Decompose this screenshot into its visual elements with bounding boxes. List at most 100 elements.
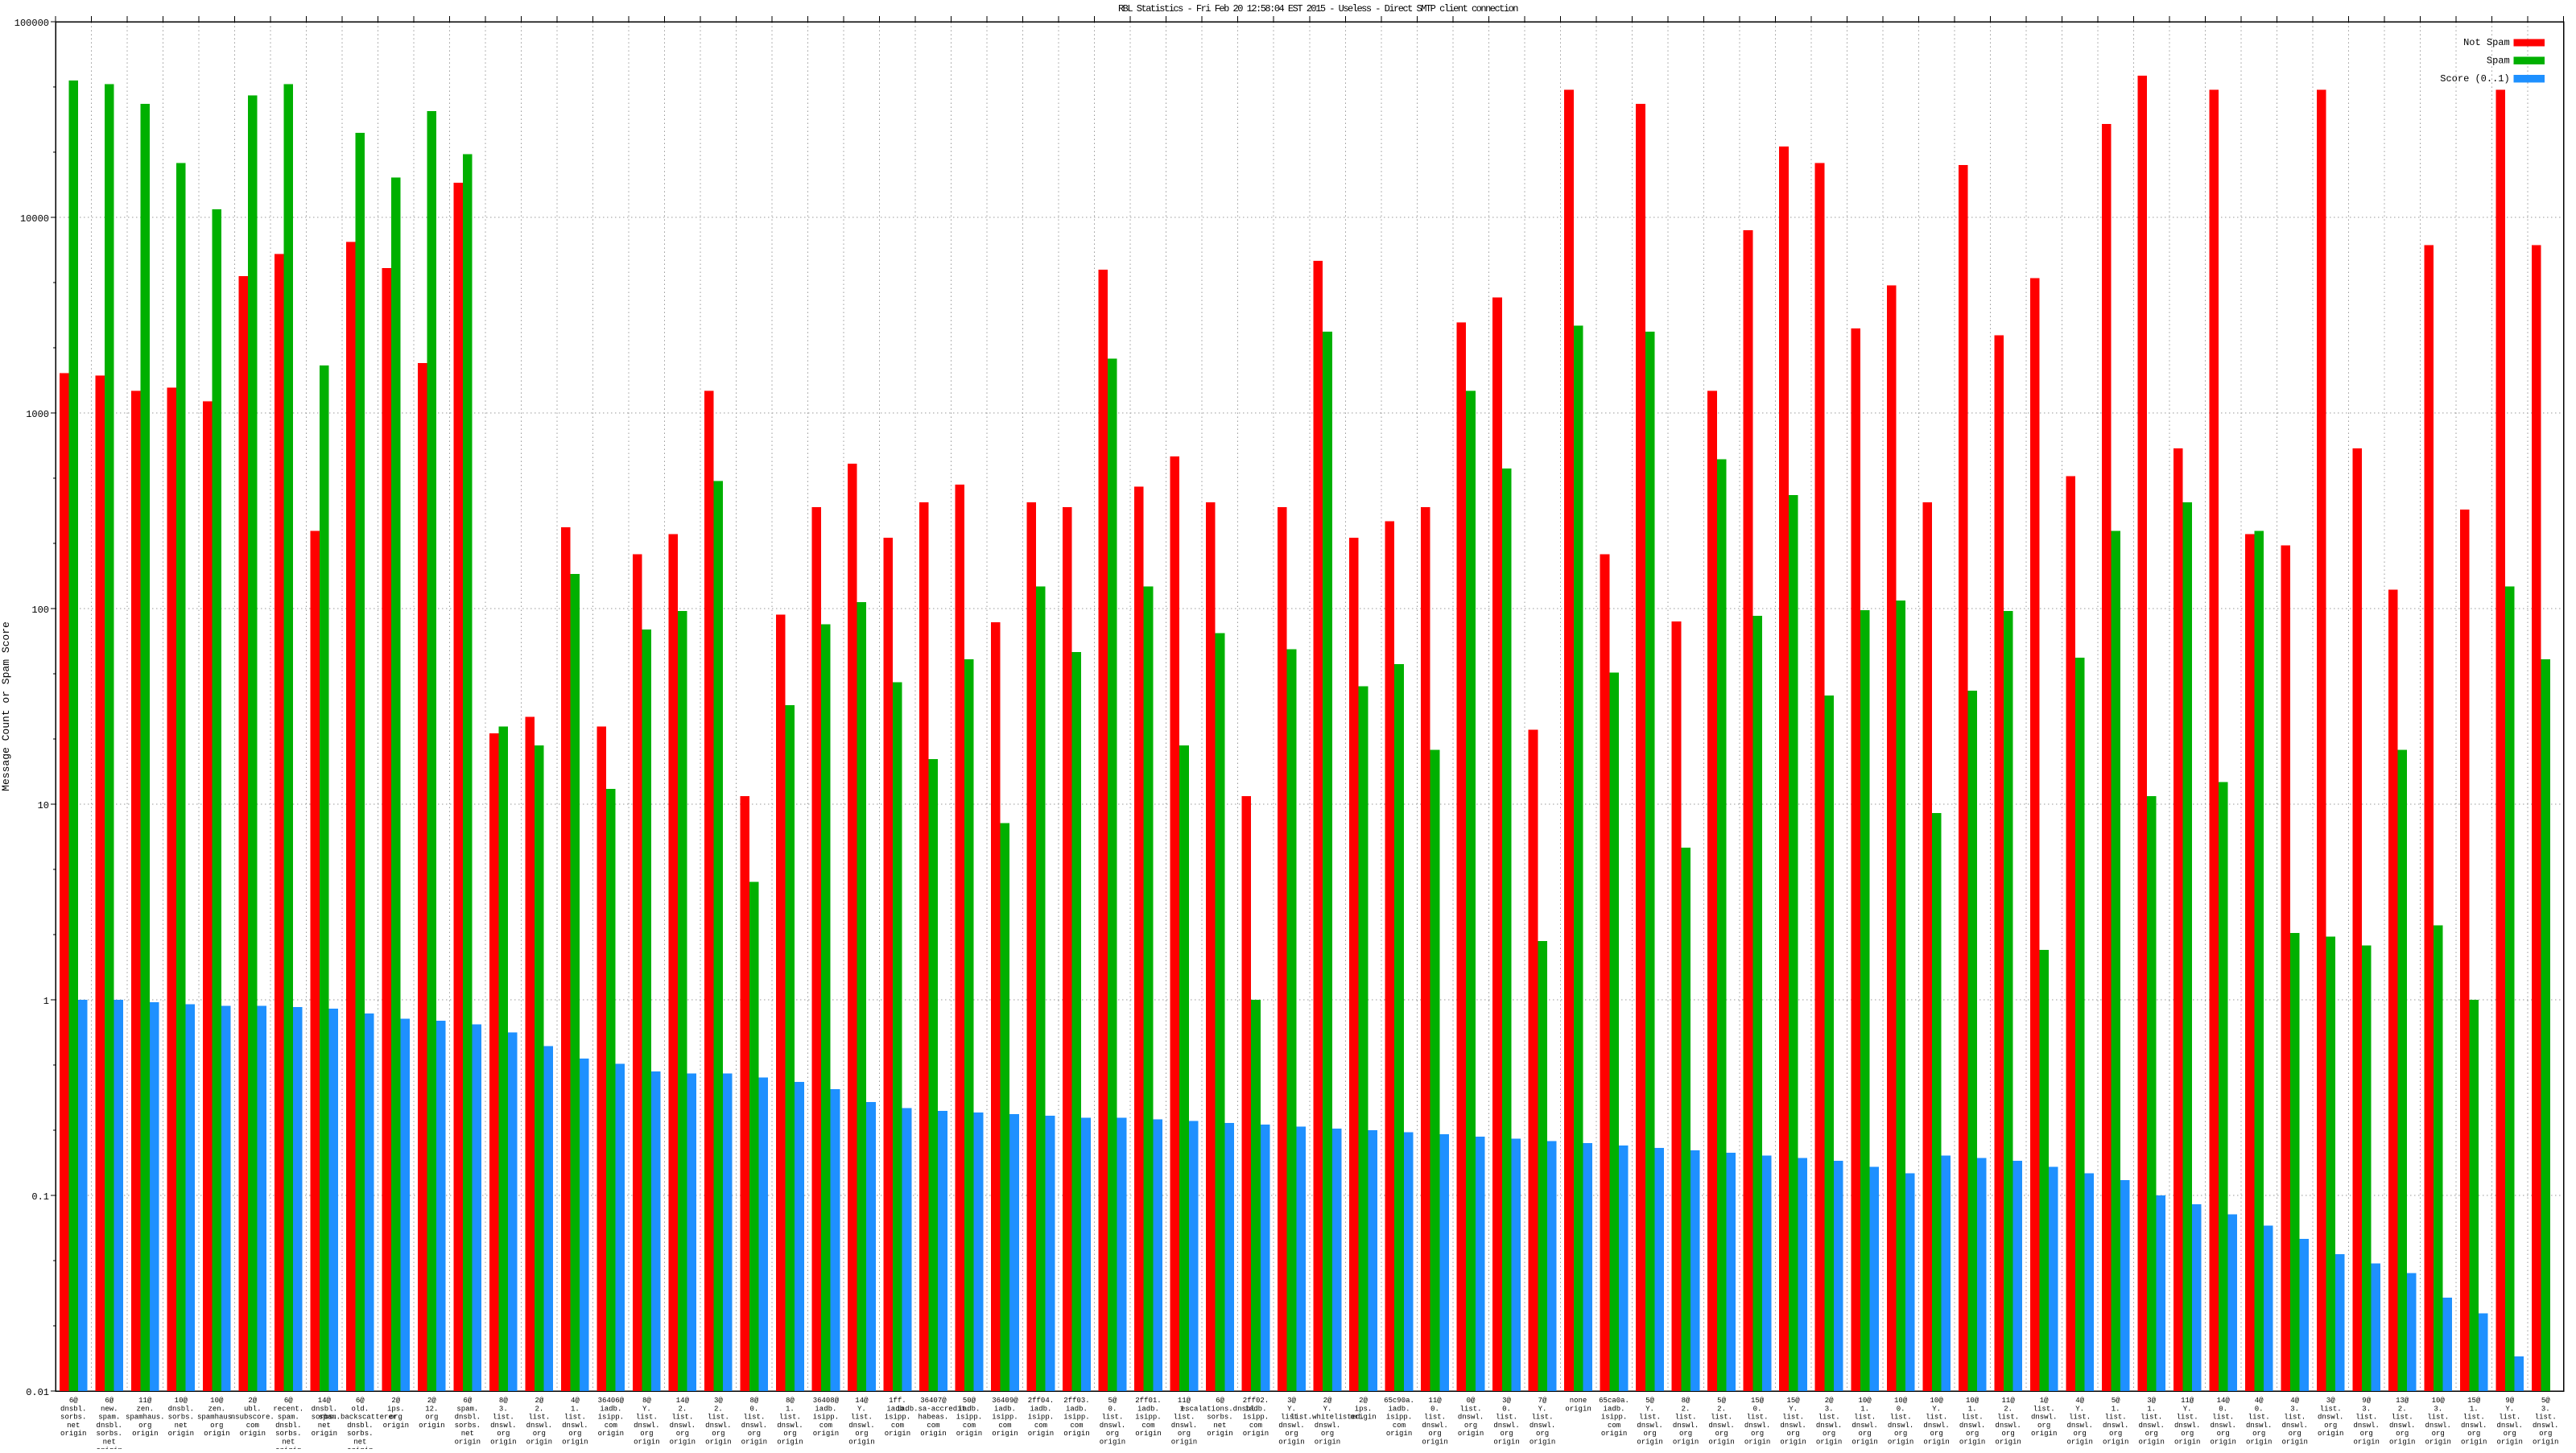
svg-text:habeas.: habeas. — [919, 1414, 949, 1422]
svg-text:list.: list. — [2140, 1414, 2162, 1422]
svg-text:5@: 5@ — [2541, 1397, 2550, 1405]
svg-text:origin: origin — [1171, 1439, 1197, 1447]
svg-text:6@: 6@ — [356, 1397, 365, 1405]
svg-text:list.: list. — [636, 1414, 658, 1422]
svg-text:origin: origin — [2031, 1430, 2057, 1438]
svg-text:0.: 0. — [1897, 1405, 1905, 1413]
svg-text:org: org — [2037, 1422, 2050, 1430]
svg-text:org: org — [2109, 1430, 2122, 1438]
svg-text:dnswl.: dnswl. — [2281, 1422, 2307, 1430]
svg-text:2@: 2@ — [1825, 1397, 1834, 1405]
svg-text:1.: 1. — [2147, 1405, 2156, 1413]
svg-text:org: org — [748, 1430, 761, 1438]
svg-text:origin: origin — [2210, 1439, 2235, 1447]
svg-text:org: org — [210, 1422, 223, 1430]
svg-text:list.: list. — [1675, 1414, 1697, 1422]
svg-text:origin: origin — [2425, 1439, 2451, 1447]
svg-text:origin: origin — [1816, 1439, 1842, 1447]
svg-text:Y.: Y. — [2183, 1405, 2192, 1413]
svg-text:14@: 14@ — [318, 1397, 332, 1405]
svg-text:3.: 3. — [2362, 1405, 2371, 1413]
svg-text:list.: list. — [1711, 1414, 1732, 1422]
svg-text:dnswl.: dnswl. — [2461, 1422, 2487, 1430]
svg-text:8@: 8@ — [499, 1397, 508, 1405]
svg-text:isipp.: isipp. — [598, 1414, 624, 1422]
svg-text:dnswl.: dnswl. — [1530, 1422, 1555, 1430]
svg-text:10@: 10@ — [2432, 1397, 2446, 1405]
svg-text:spamhaus.: spamhaus. — [126, 1414, 165, 1422]
svg-text:origin: origin — [1995, 1439, 2021, 1447]
svg-text:origin: origin — [956, 1430, 982, 1438]
svg-text:isipp.: isipp. — [1135, 1414, 1161, 1422]
svg-text:org: org — [640, 1430, 653, 1438]
svg-text:isipp.: isipp. — [1601, 1414, 1627, 1422]
svg-text:net: net — [175, 1422, 188, 1430]
svg-text:list.: list. — [2535, 1414, 2557, 1422]
svg-text:list.: list. — [1962, 1414, 1984, 1422]
svg-text:isipp.: isipp. — [956, 1414, 982, 1422]
svg-text:dnswl.: dnswl. — [634, 1422, 659, 1430]
svg-text:org: org — [2324, 1422, 2337, 1430]
svg-text:dnswl.: dnswl. — [2318, 1414, 2343, 1422]
svg-text:0.01: 0.01 — [26, 1387, 49, 1398]
svg-text:15@: 15@ — [1751, 1397, 1765, 1405]
svg-text:iadb.: iadb. — [958, 1405, 980, 1413]
svg-text:3.: 3. — [2434, 1405, 2442, 1413]
svg-text:dnswl.: dnswl. — [2354, 1422, 2380, 1430]
svg-text:dnswl.: dnswl. — [562, 1422, 588, 1430]
svg-text:origin: origin — [670, 1439, 696, 1447]
svg-text:list.: list. — [528, 1414, 550, 1422]
svg-text:0.: 0. — [2255, 1405, 2264, 1413]
svg-text:11@: 11@ — [2002, 1397, 2016, 1405]
svg-text:list.: list. — [2248, 1414, 2270, 1422]
svg-text:dnswl.: dnswl. — [2389, 1422, 2415, 1430]
svg-text:list.: list. — [564, 1414, 586, 1422]
svg-text:1: 1 — [43, 996, 49, 1007]
svg-text:1000: 1000 — [26, 409, 49, 420]
svg-text:7@: 7@ — [1538, 1397, 1547, 1405]
svg-text:origin: origin — [2174, 1439, 2200, 1447]
svg-text:3@: 3@ — [714, 1397, 723, 1405]
svg-text:3.: 3. — [499, 1405, 508, 1413]
svg-text:origin: origin — [168, 1430, 194, 1438]
svg-text:origin: origin — [848, 1439, 874, 1447]
svg-text:list.: list. — [2284, 1414, 2306, 1422]
svg-text:net: net — [1213, 1422, 1226, 1430]
svg-text:Y.: Y. — [1538, 1405, 1547, 1413]
svg-text:ubl.: ubl. — [244, 1405, 262, 1413]
svg-text:10@: 10@ — [1894, 1397, 1908, 1405]
svg-text:dnswl.: dnswl. — [670, 1422, 696, 1430]
svg-text:dnswl.: dnswl. — [705, 1422, 731, 1430]
svg-text:origin: origin — [2318, 1430, 2343, 1438]
svg-text:origin: origin — [2103, 1439, 2128, 1447]
svg-text:list.: list. — [1997, 1414, 2019, 1422]
svg-text:iadb.: iadb. — [1245, 1405, 1266, 1413]
svg-text:65c90a.: 65c90a. — [1384, 1397, 1414, 1405]
svg-text:zen.: zen. — [136, 1405, 154, 1413]
svg-text:1@: 1@ — [2040, 1397, 2049, 1405]
svg-text:36406@: 36406@ — [598, 1397, 625, 1405]
svg-text:5@: 5@ — [1645, 1397, 1654, 1405]
svg-text:4@: 4@ — [2255, 1397, 2264, 1405]
svg-text:origin: origin — [1923, 1439, 1949, 1447]
svg-text:org: org — [783, 1430, 796, 1438]
svg-text:dnswl.: dnswl. — [1923, 1422, 1949, 1430]
svg-text:10@: 10@ — [1859, 1397, 1872, 1405]
svg-text:com: com — [927, 1422, 939, 1430]
svg-text:dnswl.: dnswl. — [1637, 1422, 1662, 1430]
svg-text:3@: 3@ — [2147, 1397, 2156, 1405]
svg-text:1.: 1. — [2112, 1405, 2120, 1413]
svg-text:origin: origin — [1888, 1439, 1913, 1447]
svg-text:6@: 6@ — [105, 1397, 114, 1405]
svg-text:org: org — [1930, 1430, 1943, 1438]
svg-text:list.: list. — [743, 1414, 765, 1422]
svg-text:11@: 11@ — [1428, 1397, 1442, 1405]
svg-text:sorbs.: sorbs. — [168, 1414, 194, 1422]
svg-text:65ca0a.: 65ca0a. — [1599, 1397, 1629, 1405]
svg-text:origin: origin — [741, 1439, 767, 1447]
svg-text:dnswl.: dnswl. — [2425, 1422, 2451, 1430]
svg-text:11@: 11@ — [2181, 1397, 2194, 1405]
svg-text:org: org — [2504, 1430, 2516, 1438]
svg-text:origin: origin — [2066, 1439, 2092, 1447]
svg-text:dnsbl.: dnsbl. — [347, 1422, 373, 1430]
